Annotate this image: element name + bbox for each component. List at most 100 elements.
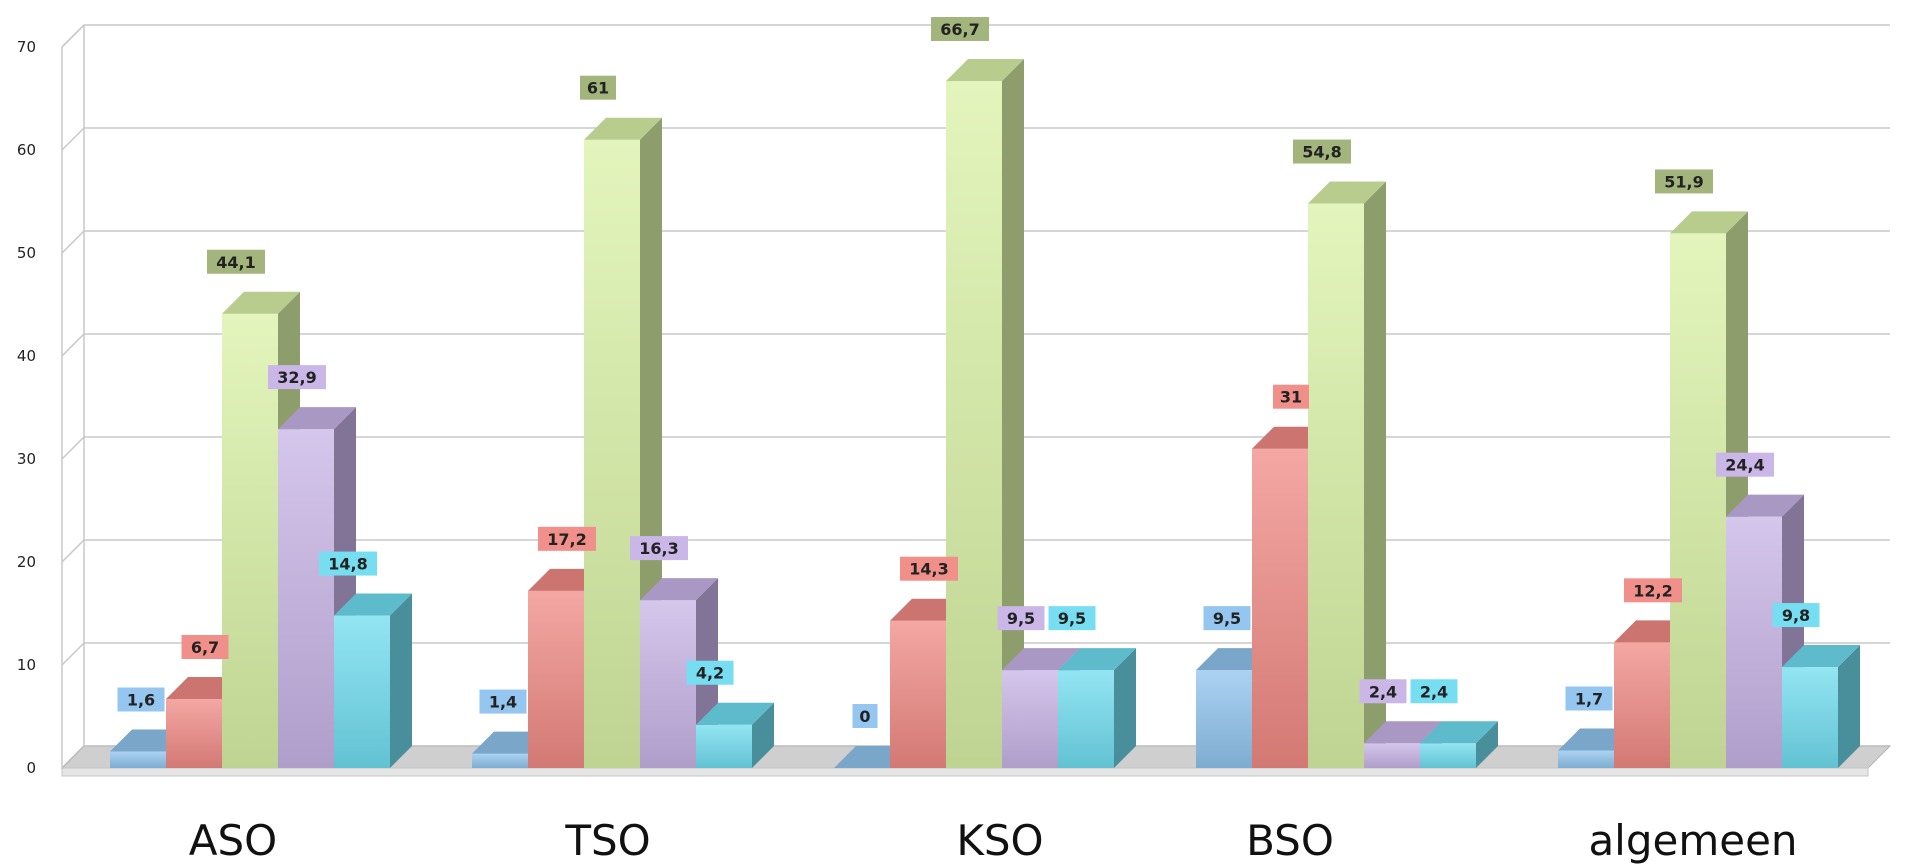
data-label-text: 61 — [587, 79, 609, 98]
bar-top — [1670, 211, 1748, 234]
data-label-box — [1359, 679, 1407, 704]
data-label-box — [1293, 139, 1351, 164]
data-label: 51,9 — [1655, 169, 1713, 194]
data-label-text: 54,8 — [1302, 143, 1341, 162]
bar-front — [1364, 743, 1420, 768]
bar-front — [222, 313, 278, 768]
data-label-text: 9,5 — [1213, 609, 1241, 628]
data-label: 54,8 — [1293, 139, 1351, 164]
bar-top — [1782, 645, 1860, 668]
data-label-box — [1565, 686, 1613, 711]
y-tick-label: 20 — [17, 553, 36, 571]
bar-front — [166, 698, 222, 768]
bar-front — [946, 80, 1002, 769]
bar-front — [1558, 750, 1614, 768]
data-label: 9,8 — [1772, 603, 1820, 628]
bar-side — [752, 702, 774, 768]
data-label: 66,7 — [931, 16, 989, 41]
bar — [696, 702, 774, 768]
data-label: 1,7 — [1565, 686, 1613, 711]
data-label-box — [686, 660, 734, 685]
data-label-text: 9,8 — [1782, 606, 1810, 625]
data-labels: 1,6 6,7 44,1 32,9 14,8 1,4 17,2 61 16,3 4,2 0 14,3 6… — [117, 16, 1820, 728]
data-label-text: 31 — [1280, 388, 1302, 407]
bar-front — [472, 753, 528, 768]
bar-side — [390, 593, 412, 768]
bar-side — [1002, 58, 1024, 769]
data-label: 9,5 — [1048, 606, 1096, 631]
data-label: 17,2 — [538, 526, 596, 551]
bar — [1420, 721, 1498, 768]
data-label: 12,2 — [1624, 578, 1682, 603]
y-tick-label: 70 — [17, 38, 36, 56]
data-label-text: 2,4 — [1420, 682, 1448, 701]
y-tick-label: 0 — [26, 759, 36, 777]
bar — [278, 407, 356, 768]
bar-side — [1838, 645, 1860, 768]
bar-top — [946, 58, 1024, 81]
bar-front — [1058, 670, 1114, 768]
bars — [110, 58, 1860, 769]
y-tick-label: 30 — [17, 450, 36, 468]
y-tick-label: 50 — [17, 244, 36, 262]
data-label-text: 24,4 — [1725, 456, 1764, 475]
data-label: 44,1 — [207, 249, 265, 274]
bar-front — [1614, 642, 1670, 768]
bar-top — [1058, 648, 1136, 671]
bar-front — [528, 590, 584, 768]
data-label-box — [1655, 169, 1713, 194]
bar-front — [1782, 667, 1838, 768]
data-label-text: 12,2 — [1633, 581, 1672, 600]
bar-top — [222, 291, 300, 314]
bar-front — [1002, 670, 1058, 768]
bar-front — [334, 615, 390, 768]
data-label-text: 14,8 — [328, 555, 367, 574]
x-category-label: KSO — [956, 816, 1043, 865]
bar-front — [1726, 516, 1782, 768]
data-label-box — [852, 704, 878, 728]
data-label-box — [900, 556, 958, 581]
bar — [1308, 181, 1386, 768]
bar-front — [1252, 448, 1308, 768]
bar-top — [696, 702, 774, 725]
data-label: 9,5 — [997, 606, 1045, 631]
data-label-box — [207, 249, 265, 274]
data-label-text: 1,7 — [1575, 689, 1603, 708]
bar-top — [1308, 181, 1386, 204]
bar-side — [1364, 181, 1386, 768]
data-label-text: 32,9 — [277, 368, 316, 387]
bar-front — [1196, 670, 1252, 768]
bar-front — [1308, 203, 1364, 768]
x-category-label: BSO — [1246, 816, 1334, 865]
data-label-box — [538, 526, 596, 551]
data-label: 14,8 — [319, 551, 377, 576]
y-axis-line — [61, 24, 85, 768]
data-label-text: 2,4 — [1369, 682, 1397, 701]
data-label-box — [319, 551, 377, 576]
data-label: 0 — [852, 704, 878, 728]
data-label: 31 — [1273, 384, 1309, 409]
floor-edge — [61, 767, 1869, 777]
axes: 0 10 20 30 40 50 60 70 ASO TSO KSO BSO algemeen — [17, 24, 1798, 865]
bar-top — [278, 407, 356, 430]
data-label-text: 16,3 — [639, 539, 678, 558]
data-label-text: 1,4 — [489, 693, 517, 712]
y-tick-label: 40 — [17, 347, 36, 365]
y-tick-label: 10 — [17, 656, 36, 674]
bar-top — [1002, 648, 1080, 671]
data-label-box — [117, 687, 165, 712]
data-label: 2,4 — [1359, 679, 1407, 704]
x-category-label: ASO — [189, 816, 277, 865]
data-label-box — [997, 606, 1045, 631]
data-label-box — [1048, 606, 1096, 631]
bar-top — [1726, 494, 1804, 517]
data-label-box — [1772, 603, 1820, 628]
data-label: 9,5 — [1203, 606, 1251, 631]
data-label-box — [1203, 606, 1251, 631]
bar-top — [584, 117, 662, 140]
data-label-text: 17,2 — [547, 530, 586, 549]
bar — [946, 58, 1024, 769]
data-label-box — [181, 634, 229, 659]
data-label-text: 0 — [859, 707, 870, 726]
